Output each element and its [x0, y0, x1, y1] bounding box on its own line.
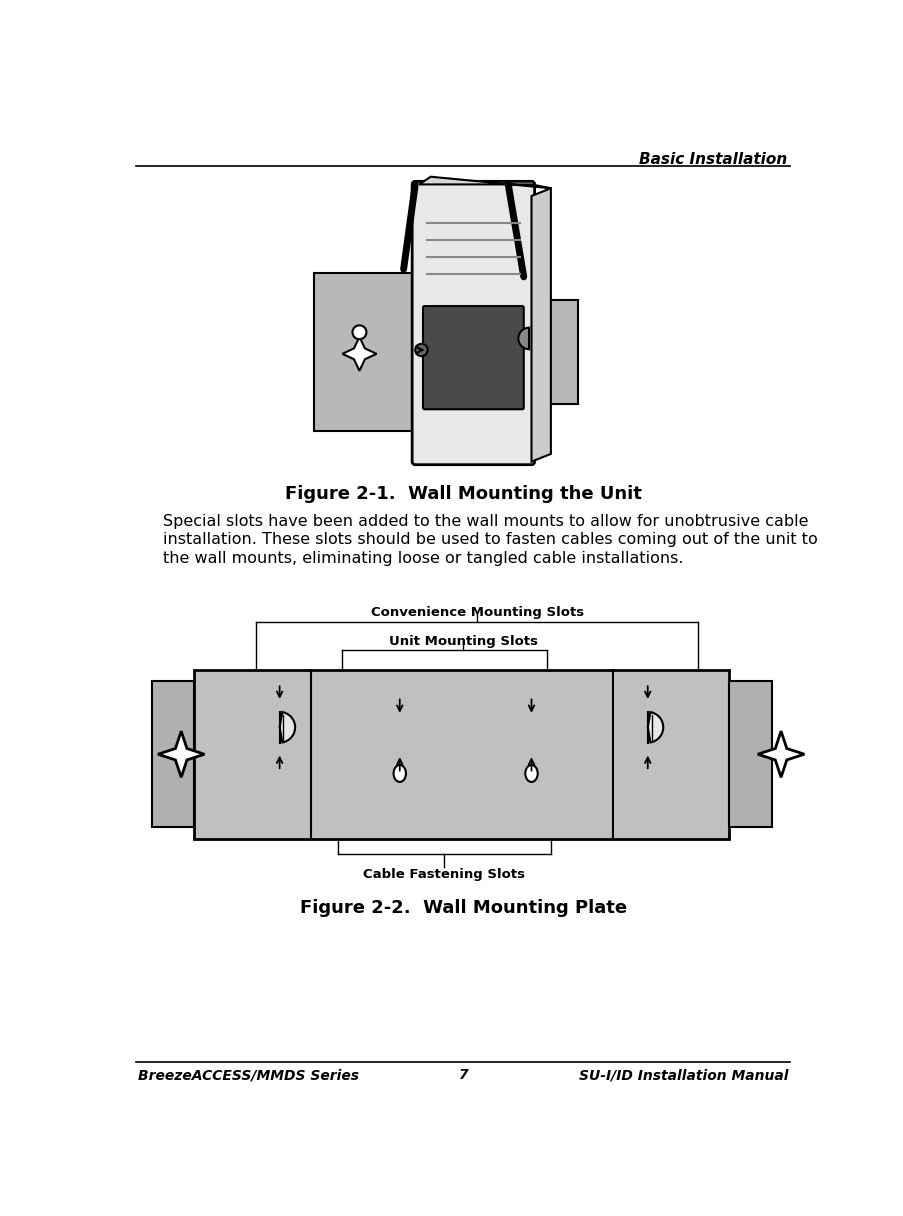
- Text: Unit Mounting Slots: Unit Mounting Slots: [388, 635, 537, 648]
- Bar: [152, 681, 194, 827]
- Circle shape: [414, 344, 427, 356]
- Text: Figure 2-2.  Wall Mounting Plate: Figure 2-2. Wall Mounting Plate: [300, 899, 626, 917]
- Wedge shape: [517, 327, 528, 349]
- Ellipse shape: [393, 765, 405, 782]
- Text: the wall mounts, eliminating loose or tangled cable installations.: the wall mounts, eliminating loose or ta…: [163, 551, 683, 565]
- FancyBboxPatch shape: [423, 306, 523, 410]
- Wedge shape: [647, 713, 663, 743]
- Circle shape: [352, 326, 366, 339]
- Text: Convenience Mounting Slots: Convenience Mounting Slots: [370, 607, 583, 619]
- Polygon shape: [531, 188, 550, 462]
- Polygon shape: [527, 300, 577, 404]
- Text: Cable Fastening Slots: Cable Fastening Slots: [362, 868, 525, 882]
- Text: installation. These slots should be used to fasten cables coming out of the unit: installation. These slots should be used…: [163, 533, 817, 547]
- Polygon shape: [419, 176, 550, 188]
- Text: SU-I/ID Installation Manual: SU-I/ID Installation Manual: [579, 1069, 788, 1082]
- Polygon shape: [757, 731, 804, 777]
- Ellipse shape: [525, 765, 537, 782]
- Text: BreezeACCESS/MMDS Series: BreezeACCESS/MMDS Series: [137, 1069, 358, 1082]
- Text: Figure 2-1.  Wall Mounting the Unit: Figure 2-1. Wall Mounting the Unit: [284, 485, 641, 502]
- Polygon shape: [342, 337, 376, 371]
- Text: Basic Installation: Basic Installation: [638, 152, 787, 167]
- Bar: [194, 670, 729, 839]
- FancyBboxPatch shape: [412, 181, 534, 465]
- Text: Special slots have been added to the wall mounts to allow for unobtrusive cable: Special slots have been added to the wal…: [163, 514, 808, 529]
- Text: 7: 7: [458, 1069, 468, 1082]
- Polygon shape: [158, 731, 204, 777]
- Polygon shape: [314, 272, 423, 430]
- Bar: [729, 681, 771, 827]
- Wedge shape: [279, 713, 294, 743]
